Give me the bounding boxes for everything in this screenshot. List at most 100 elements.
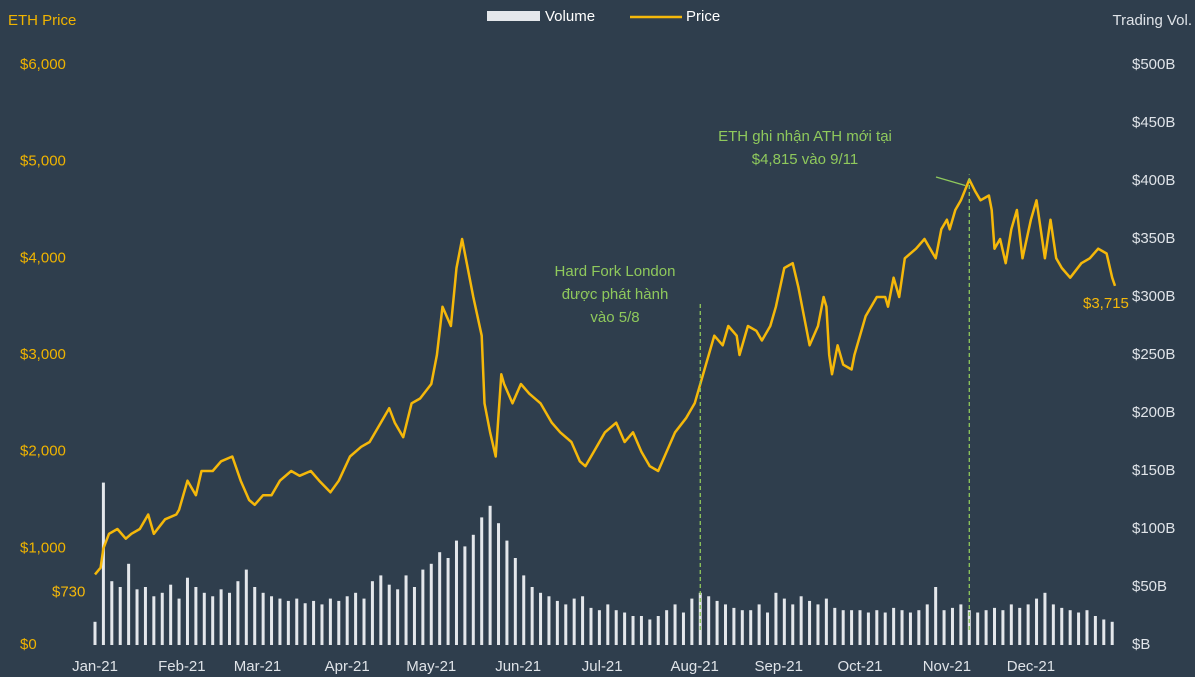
y-axis-title: ETH Price <box>8 12 76 29</box>
volume-bar <box>539 592 543 645</box>
volume-bar <box>396 589 400 645</box>
volume-bar <box>1068 610 1072 645</box>
volume-bar <box>169 584 173 645</box>
volume-bar <box>522 575 526 645</box>
volume-bar <box>1009 604 1013 645</box>
volume-bar <box>1043 592 1047 645</box>
volume-bar <box>547 596 551 645</box>
volume-bar <box>665 610 669 645</box>
volume-bar <box>581 596 585 645</box>
volume-bar <box>883 612 887 645</box>
volume-bar <box>816 604 820 645</box>
volume-bar <box>993 607 997 645</box>
legend-swatch <box>487 11 540 21</box>
volume-bar <box>606 604 610 645</box>
volume-bar <box>572 598 576 645</box>
annotation: vào 5/8 <box>590 309 639 326</box>
volume-bar <box>858 610 862 645</box>
volume-bar <box>656 616 660 645</box>
volume-bar <box>370 581 374 645</box>
y-tick-label: $6,000 <box>20 56 66 73</box>
y2-tick-label: $100B <box>1132 520 1175 537</box>
volume-bar <box>648 619 652 645</box>
volume-bar <box>875 610 879 645</box>
volume-bar <box>1051 604 1055 645</box>
volume-bar <box>127 563 131 645</box>
x-tick-label: Dec-21 <box>1007 658 1055 675</box>
y-tick-label: $4,000 <box>20 249 66 266</box>
volume-bar <box>278 598 282 645</box>
y2-tick-label: $450B <box>1132 114 1175 131</box>
volume-bar <box>118 587 122 645</box>
volume-bar <box>1102 619 1106 645</box>
volume-bar <box>1035 598 1039 645</box>
volume-bar <box>791 604 795 645</box>
volume-bar <box>698 592 702 645</box>
volume-bar <box>345 596 349 645</box>
y2-tick-label: $150B <box>1132 462 1175 479</box>
volume-bar <box>253 587 257 645</box>
y2-tick-label: $250B <box>1132 346 1175 363</box>
volume-bar <box>177 598 181 645</box>
volume-bar <box>1110 621 1114 645</box>
volume-bar <box>379 575 383 645</box>
volume-bar <box>412 587 416 645</box>
volume-bar <box>219 589 223 645</box>
volume-bar <box>707 596 711 645</box>
volume-bar <box>362 598 366 645</box>
volume-bar <box>312 600 316 645</box>
y2-tick-label: $B <box>1132 636 1150 653</box>
volume-bar <box>270 596 274 645</box>
legend-label: Price <box>686 8 720 25</box>
y2-tick-label: $200B <box>1132 404 1175 421</box>
volume-bar <box>799 596 803 645</box>
legend-label: Volume <box>545 8 595 25</box>
y2-tick-label: $50B <box>1132 578 1167 595</box>
volume-bar <box>497 523 501 645</box>
volume-bar <box>631 616 635 645</box>
x-tick-label: Jul-21 <box>582 658 623 675</box>
volume-bar <box>623 612 627 645</box>
volume-bar <box>749 610 753 645</box>
volume-bar <box>808 600 812 645</box>
volume-bar <box>850 610 854 645</box>
volume-bar <box>143 587 147 645</box>
volume-bar <box>908 612 912 645</box>
volume-bar <box>135 589 139 645</box>
volume-bar <box>740 610 744 645</box>
volume-bar <box>1093 616 1097 645</box>
volume-bar <box>194 587 198 645</box>
volume-bar <box>471 534 475 645</box>
volume-bar <box>337 600 341 645</box>
volume-bar <box>211 596 215 645</box>
volume-bar <box>228 592 232 645</box>
volume-bar <box>236 581 240 645</box>
volume-bar <box>766 612 770 645</box>
volume-bar <box>614 610 618 645</box>
volume-bar <box>597 610 601 645</box>
volume-bar <box>892 607 896 645</box>
first-label: $730 <box>52 583 85 600</box>
y2-tick-label: $300B <box>1132 288 1175 305</box>
volume-bar <box>690 598 694 645</box>
volume-bar <box>934 587 938 645</box>
volume-bar <box>404 575 408 645</box>
y2-tick-label: $400B <box>1132 172 1175 189</box>
volume-bar <box>488 505 492 645</box>
x-tick-label: Feb-21 <box>158 658 206 675</box>
volume-bar <box>925 604 929 645</box>
y-tick-label: $0 <box>20 636 37 653</box>
x-tick-label: Mar-21 <box>234 658 282 675</box>
volume-bar <box>1077 612 1081 645</box>
volume-bar <box>295 598 299 645</box>
volume-bar <box>917 610 921 645</box>
x-tick-label: Nov-21 <box>923 658 971 675</box>
volume-bar <box>513 558 517 645</box>
price-line <box>94 178 1117 576</box>
volume-bar <box>328 598 332 645</box>
volume-bar <box>589 607 593 645</box>
volume-bar <box>732 607 736 645</box>
volume-bar <box>160 592 164 645</box>
